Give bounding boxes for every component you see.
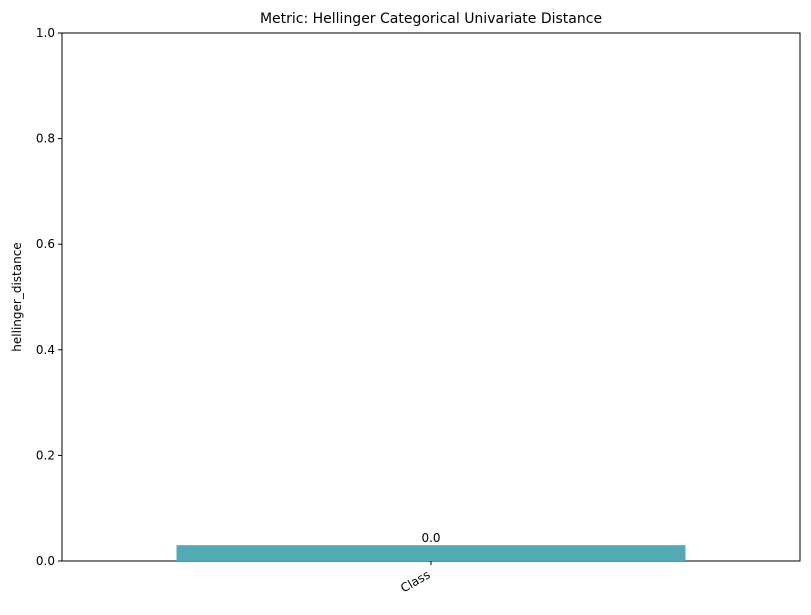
chart-title: Metric: Hellinger Categorical Univariate…	[260, 11, 602, 27]
bars-group: 0.0	[176, 531, 686, 561]
y-axis-title: hellinger_distance	[10, 242, 24, 351]
y-axis: 0.0 0.2 0.4 0.6 0.8 1.0	[36, 26, 62, 568]
y-tick-label: 0.2	[36, 448, 55, 462]
x-tick-label: Class	[398, 567, 432, 595]
x-axis: Class	[398, 561, 433, 595]
y-tick-label: 1.0	[36, 26, 55, 40]
y-tick-label: 0.4	[36, 343, 55, 357]
y-tick-label: 0.8	[36, 132, 55, 146]
y-tick-label: 0.6	[36, 237, 55, 251]
bar-class	[176, 545, 686, 561]
y-tick-label: 0.0	[36, 554, 55, 568]
plot-area: 0.0 0.2 0.4 0.6 0.8 1.0 Class 0.0	[36, 26, 801, 595]
plot-frame	[61, 32, 801, 562]
bar-value-label: 0.0	[421, 531, 440, 545]
